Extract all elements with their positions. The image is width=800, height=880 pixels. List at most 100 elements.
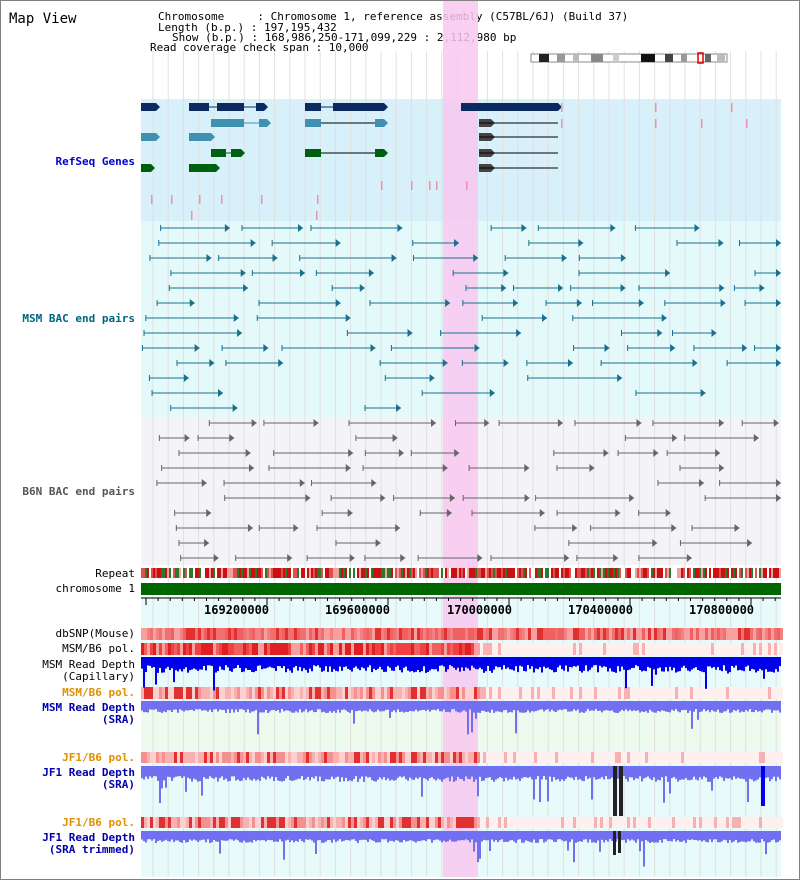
repeat-cell: [449, 568, 451, 578]
jf1-b6-pol-cell: [606, 752, 609, 763]
msm-depth-sra-bar: [567, 701, 569, 712]
jf1-b6-pol2-cell: [603, 817, 606, 828]
msm-b6-pol2-cell: [354, 687, 357, 699]
jf1-b6-pol-cell: [690, 752, 693, 763]
dbsnp-cell: [201, 628, 204, 640]
jf1-depth-sra-bar: [713, 766, 715, 779]
msm-depth-sra-bar: [717, 701, 719, 710]
jf1-b6-pol2-cell: [192, 817, 195, 828]
jf1-b6-pol2-cell: [561, 817, 564, 828]
msm-b6-pol-cell: [378, 643, 381, 655]
msm-depth-capillary-bar: [275, 657, 277, 671]
jf1-b6-pol-cell: [396, 752, 399, 763]
jf1-depth-sra-bar: [427, 766, 429, 781]
msm-depth-sra-bar: [177, 701, 179, 713]
jf1-b6-pol-cell: [456, 752, 459, 763]
msm-depth-capillary-bar: [363, 657, 365, 669]
jf1-b6-pol-cell: [390, 752, 393, 763]
jf1-b6-pol-cell: [279, 752, 282, 763]
msm-b6-pol-cell: [735, 643, 738, 655]
jf1-b6-pol2-cell: [525, 817, 528, 828]
b6n-bac-pair-arrow: [392, 434, 398, 442]
msm-bac-pair-arrow: [232, 404, 238, 412]
jf1-depth-sra-bar: [641, 766, 643, 782]
jf1-depth-sra-bar: [557, 766, 559, 780]
dbsnp-cell: [546, 628, 549, 640]
jf1-depth-sra-bar: [737, 766, 739, 778]
msm-depth-capillary-bar: [545, 657, 547, 669]
dbsnp-cell: [282, 628, 285, 640]
b6n-bac-pair-arrow: [589, 464, 595, 472]
jf1-depth-trimmed-bar: [559, 831, 561, 840]
msm-b6-pol-cell: [231, 643, 234, 655]
jf1-depth-trimmed-bar: [141, 831, 143, 840]
msm-depth-sra-bar: [445, 701, 447, 713]
msm-depth-sra-bar: [651, 701, 653, 712]
jf1-b6-pol2-cell: [756, 817, 759, 828]
jf1-b6-pol2-cell: [168, 817, 171, 828]
b6n-bac-pair-arrow: [524, 464, 530, 472]
jf1-depth-trimmed-bar: [633, 831, 635, 841]
jf1-depth-trimmed-bar: [153, 831, 155, 840]
jf1-depth-sra-bar: [343, 766, 345, 782]
msm-depth-sra-bar: [635, 701, 637, 711]
track-label-msm-bac[interactable]: MSM BAC end pairs: [22, 312, 135, 325]
dbsnp-cell: [717, 628, 720, 640]
msm-b6-pol-cell: [183, 643, 186, 655]
msm-b6-pol-cell: [756, 643, 759, 655]
jf1-depth-trimmed-bar: [653, 831, 655, 843]
jf1-depth-sra-bar: [739, 766, 741, 779]
msm-b6-pol2-cell: [507, 687, 510, 699]
jf1-depth-trimmed-bar: [291, 831, 293, 841]
jf1-depth-trimmed-bar: [555, 831, 557, 843]
jf1-depth-sra-bar: [363, 766, 365, 782]
msm-depth-sra-bar: [223, 701, 225, 710]
jf1-depth-trimmed-bar: [757, 831, 759, 843]
b6n-bac-pair-arrow: [653, 449, 659, 457]
jf1-depth-trimmed-bar: [231, 831, 233, 840]
jf1-depth-trimmed-bar: [253, 831, 255, 840]
dbsnp-cell: [354, 628, 357, 640]
jf1-b6-pol-cell: [312, 752, 315, 763]
msm-depth-sra-bar: [427, 701, 429, 710]
dbsnp-cell: [582, 628, 585, 640]
msm-depth-sra-bar: [641, 701, 643, 712]
msm-b6-pol-cell: [570, 643, 573, 655]
jf1-depth-sra-bar: [691, 766, 693, 780]
jf1-b6-pol2-cell: [588, 817, 591, 828]
repeat-cell: [661, 568, 663, 578]
msm-depth-capillary-bar: [445, 657, 447, 672]
repeat-cell: [459, 568, 461, 578]
track-label-b6n-bac[interactable]: B6N BAC end pairs: [22, 485, 135, 498]
jf1-depth-trimmed-bar: [643, 831, 645, 867]
jf1-b6-pol-cell: [540, 752, 543, 763]
jf1-b6-pol2-cell: [210, 817, 213, 828]
jf1-b6-pol-cell: [777, 752, 780, 763]
msm-depth-capillary-bar: [245, 657, 247, 669]
msm-b6-pol2-cell: [264, 687, 267, 699]
msm-depth-capillary-bar: [431, 657, 433, 670]
jf1-depth-trimmed-bar: [485, 831, 487, 841]
jf1-depth-trimmed-bar: [353, 831, 355, 840]
msm-depth-capillary-bar: [577, 657, 579, 666]
jf1-b6-pol2-cell: [597, 817, 600, 828]
jf1-depth-sra-bar: [245, 766, 247, 780]
dbsnp-cell: [747, 628, 750, 640]
msm-depth-capillary-bar: [191, 657, 193, 670]
jf1-b6-pol2-cell: [435, 817, 438, 828]
repeat-cell: [325, 568, 327, 578]
jf1-b6-pol-cell: [153, 752, 156, 763]
msm-bac-pair-arrow: [567, 359, 573, 367]
msm-b6-pol2-cell: [474, 687, 477, 699]
msm-depth-sra-bar: [657, 701, 659, 711]
track-label-refseq[interactable]: RefSeq Genes: [55, 155, 135, 168]
msm-depth-sra-bar: [213, 701, 215, 710]
jf1-depth-sra-bar: [585, 766, 587, 777]
repeat-cell: [625, 568, 627, 578]
dbsnp-cell: [426, 628, 429, 640]
dbsnp-cell: [255, 628, 258, 640]
jf1-depth-sra-bar: [667, 766, 669, 782]
jf1-depth-sra-bar: [561, 766, 563, 780]
msm-depth-sra-bar: [667, 701, 669, 712]
